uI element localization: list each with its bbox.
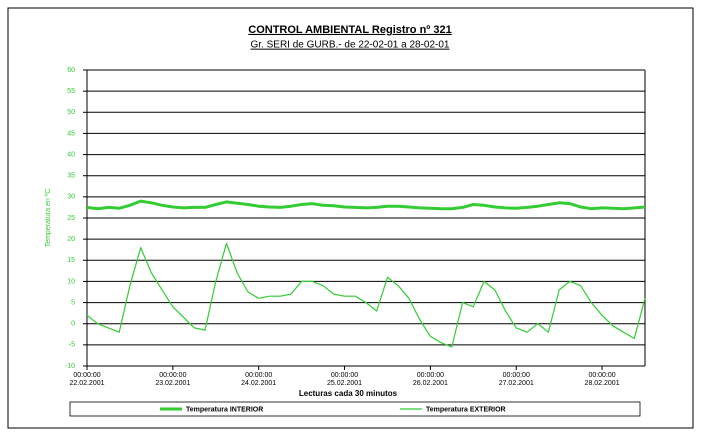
- x-tick-label-line: 00:00:00: [503, 372, 530, 379]
- y-tick-label: 5: [71, 299, 75, 306]
- y-tick-label: 45: [67, 130, 75, 137]
- y-tick-label: 40: [67, 151, 75, 158]
- y-tick-label: 25: [67, 215, 75, 222]
- y-tick-label: 30: [67, 194, 75, 201]
- y-tick-label: 50: [67, 109, 75, 116]
- y-tick-label: 20: [67, 236, 75, 243]
- y-axis-title: Temperatura en ºC: [45, 189, 52, 248]
- y-tick-label: -5: [69, 342, 75, 349]
- chart-title: CONTROL AMBIENTAL Registro nº 321: [248, 24, 451, 36]
- x-tick-label: 00:00:00 27.02.2001: [499, 372, 534, 387]
- y-tick-label: 15: [67, 257, 75, 264]
- x-tick-label-line: 00:00:00: [417, 372, 444, 379]
- x-tick-label-line: 28.02.2001: [585, 380, 620, 387]
- x-tick-label-line: 22.02.2001: [69, 380, 104, 387]
- x-tick-label-line: 25.02.2001: [327, 380, 362, 387]
- y-tick-label: 0: [71, 321, 75, 328]
- series-line: [86, 199, 646, 211]
- x-axis-title: Lecturas cada 30 minutos: [299, 389, 398, 398]
- x-tick-label: 00:00:00 28.02.2001: [585, 372, 620, 387]
- chart-subtitle: Gr. SERI de GURB.- de 22-02-01 a 28-02-0…: [251, 40, 450, 51]
- x-tick-label: 00:00:00 26.02.2001: [413, 372, 448, 387]
- y-tick-label: 35: [67, 173, 75, 180]
- legend-label: Temperatura INTERIOR: [186, 406, 263, 413]
- y-tick-label: 60: [67, 67, 75, 74]
- x-tick-label: 00:00:00 25.02.2001: [327, 372, 362, 387]
- x-tick-label: 00:00:00 23.02.2001: [155, 372, 190, 387]
- x-tick-label: 00:00:00 24.02.2001: [241, 372, 276, 387]
- x-tick-label-line: 00:00:00: [331, 372, 358, 379]
- x-tick-label-line: 27.02.2001: [499, 380, 534, 387]
- x-tick-label-line: 00:00:00: [73, 372, 100, 379]
- x-tick-label-line: 00:00:00: [588, 372, 615, 379]
- x-tick-label-line: 00:00:00: [159, 372, 186, 379]
- y-tick-label: -10: [65, 363, 75, 370]
- y-tick-label: 55: [67, 88, 75, 95]
- series-line: [86, 242, 646, 348]
- y-tick-label: 10: [67, 278, 75, 285]
- legend-label: Temperatura EXTERIOR: [426, 406, 506, 413]
- x-tick-label-line: 26.02.2001: [413, 380, 448, 387]
- x-tick-label-line: 00:00:00: [245, 372, 272, 379]
- x-tick-label: 00:00:00 22.02.2001: [69, 372, 104, 387]
- x-tick-label-line: 24.02.2001: [241, 380, 276, 387]
- legend-box: [69, 401, 641, 417]
- x-tick-label-line: 23.02.2001: [155, 380, 190, 387]
